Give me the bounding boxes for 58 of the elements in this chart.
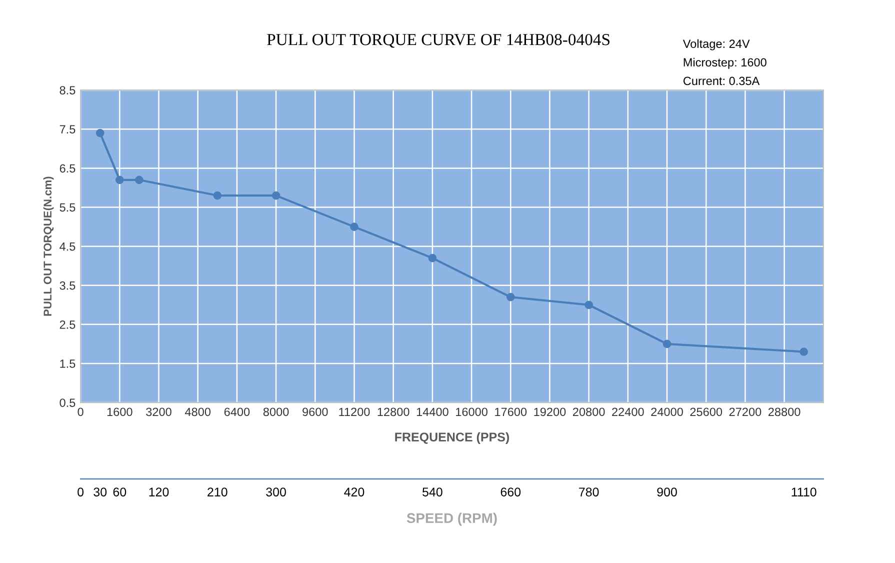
x-tick-label: 8000 bbox=[263, 408, 289, 416]
x-tick-label: 27200 bbox=[729, 408, 762, 416]
y-tick-label: 8.5 bbox=[60, 86, 76, 94]
x-tick-label: 16000 bbox=[456, 408, 488, 416]
point bbox=[213, 191, 222, 200]
point bbox=[135, 176, 144, 184]
x2-tick-label: 120 bbox=[149, 488, 169, 496]
point bbox=[96, 128, 104, 138]
x2-tick-label: 30 bbox=[94, 488, 107, 496]
x2-tick-label: 540 bbox=[422, 488, 442, 496]
y-tick-label: 0.5 bbox=[60, 398, 76, 407]
x-tick-label: 6400 bbox=[224, 408, 250, 416]
x-tick-label: 14400 bbox=[416, 408, 448, 416]
y-axis-title: PULL OUT TORQUE(N.cm) bbox=[43, 176, 54, 316]
x2-tick-label: 900 bbox=[657, 488, 677, 496]
x2-tick-label: 60 bbox=[113, 488, 126, 496]
chart-title: PULL OUT TORQUE CURVE OF 14HB08-0404S bbox=[267, 34, 610, 48]
point bbox=[584, 300, 593, 310]
x-tick-label: 3200 bbox=[146, 408, 172, 416]
x-tick-label: 4800 bbox=[184, 408, 211, 416]
x2-tick-label: 300 bbox=[266, 488, 286, 496]
y-tick-label: 7.5 bbox=[60, 125, 76, 134]
text: Microstep: 1600 bbox=[684, 58, 766, 69]
x-tick-label: 9600 bbox=[302, 408, 328, 416]
point bbox=[272, 191, 280, 200]
x-tick-label: 24000 bbox=[651, 408, 683, 416]
y-tick-label: 2.5 bbox=[60, 320, 76, 329]
point bbox=[800, 348, 808, 356]
y-tick-label: 5.5 bbox=[60, 203, 76, 212]
y-tick-label: 6.5 bbox=[60, 164, 76, 173]
x-tick-label: 12800 bbox=[378, 408, 410, 416]
point bbox=[350, 222, 358, 231]
x-tick-label: 22400 bbox=[612, 408, 644, 416]
x-tick-label: 19200 bbox=[534, 408, 566, 416]
point bbox=[428, 254, 437, 262]
x-tick-label: 28800 bbox=[768, 408, 800, 416]
text: Current: 0.35A bbox=[683, 76, 760, 86]
y-tick-label: 1.5 bbox=[60, 360, 76, 368]
x2-tick-label: 210 bbox=[208, 488, 228, 496]
x-tick-label: 11200 bbox=[339, 408, 370, 416]
x-tick-label: 1600 bbox=[107, 408, 132, 416]
x2-tick-label: 0 bbox=[78, 488, 84, 496]
point bbox=[662, 340, 672, 348]
x2-tick-label: 660 bbox=[500, 488, 521, 496]
y-tick-label: 4.5 bbox=[60, 242, 76, 251]
x2-tick-label: 1110 bbox=[792, 488, 816, 496]
text: Voltage: 24V bbox=[682, 39, 750, 50]
point bbox=[506, 292, 515, 302]
x-tick-label: 20800 bbox=[572, 408, 605, 416]
point bbox=[115, 176, 124, 184]
x-tick-label: 0 bbox=[78, 408, 84, 416]
x-axis-title: FREQUENCE (PPS) bbox=[395, 432, 509, 444]
x-tick-label: 17600 bbox=[495, 408, 527, 416]
y-tick-label: 3.5 bbox=[60, 281, 76, 290]
x2-tick-label: 780 bbox=[579, 488, 599, 496]
x-tick-label: 25600 bbox=[690, 408, 722, 416]
x2-tick-label: 420 bbox=[344, 488, 364, 496]
x2-axis-title: SPEED (RPM) bbox=[406, 512, 497, 526]
